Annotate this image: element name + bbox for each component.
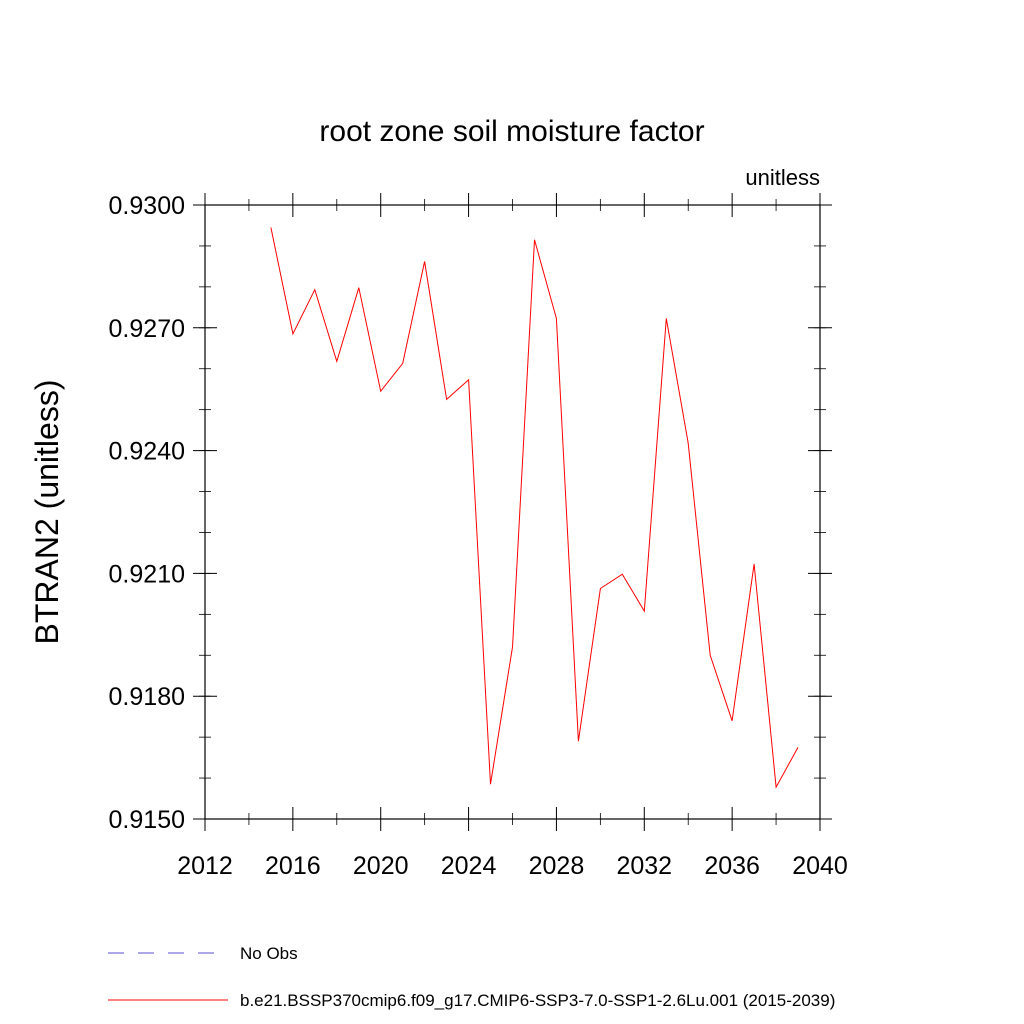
legend: No Obs b.e21.BSSP370cmip6.f09_g17.CMIP6-…	[108, 944, 835, 1010]
x-tick-label: 2032	[616, 852, 672, 880]
legend-label-model: b.e21.BSSP370cmip6.f09_g17.CMIP6-SSP3-7.…	[240, 991, 835, 1010]
chart-title: root zone soil moisture factor	[319, 115, 704, 148]
y-tick-label: 0.9270	[109, 315, 185, 343]
x-tick-label: 2036	[704, 852, 760, 880]
x-tick-label: 2020	[353, 852, 409, 880]
series-line	[270, 227, 799, 789]
y-tick-label: 0.9150	[109, 806, 185, 834]
y-tick-label: 0.9240	[109, 438, 185, 466]
x-tick-label: 2024	[441, 852, 497, 880]
legend-label-no-obs: No Obs	[240, 944, 298, 963]
x-tick-label: 2028	[529, 852, 585, 880]
series-layer	[270, 227, 799, 789]
y-tick-labels: 0.9150 0.9180 0.9210 0.9240 0.9270 0.9300	[109, 192, 185, 834]
units-label: unitless	[745, 165, 820, 190]
x-tick-labels: 2012 2016 2020 2024 2028 2032 2036 2040	[177, 852, 848, 880]
plot-frame	[204, 204, 821, 820]
y-tick-label: 0.9180	[109, 683, 185, 711]
y-axis-label: BTRAN2 (unitless)	[29, 380, 65, 645]
y-tick-label: 0.9300	[109, 192, 185, 220]
y-tick-label: 0.9210	[109, 560, 185, 588]
x-tick-label: 2040	[792, 852, 848, 880]
x-tick-label: 2012	[177, 852, 233, 880]
x-tick-label: 2016	[265, 852, 321, 880]
axis-ticks	[193, 193, 832, 831]
